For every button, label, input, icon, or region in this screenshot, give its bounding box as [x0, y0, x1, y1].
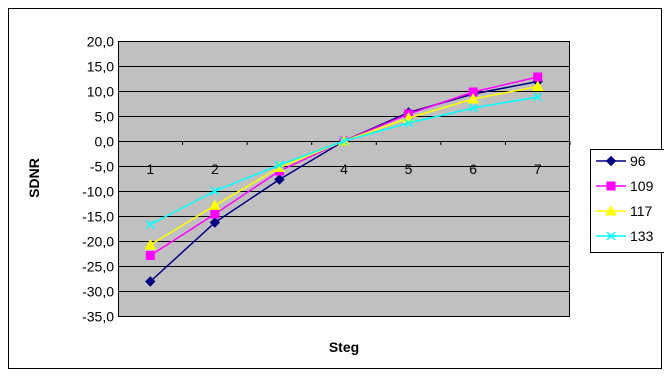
- y-tick-label: -25,0: [82, 259, 114, 275]
- plot-area: [118, 41, 570, 316]
- y-tick-label: -35,0: [82, 309, 114, 325]
- x-tick-label: 4: [340, 161, 348, 177]
- x-tick-label: 7: [534, 161, 542, 177]
- data-point: [146, 252, 154, 260]
- y-tick-label: 15,0: [87, 59, 114, 75]
- y-tick-label: -15,0: [82, 209, 114, 225]
- data-point: [211, 210, 219, 218]
- legend-marker: [607, 182, 615, 190]
- y-tick-label: -10,0: [82, 184, 114, 200]
- y-tick-label: 10,0: [87, 84, 114, 100]
- y-tick-label: -5,0: [90, 159, 114, 175]
- y-tick-label: -20,0: [82, 234, 114, 250]
- x-tick-label: 6: [469, 161, 477, 177]
- y-tick-label: -30,0: [82, 284, 114, 300]
- y-tick-label: 5,0: [95, 109, 115, 125]
- legend-label: 117: [630, 203, 653, 219]
- x-tick-label: 2: [211, 161, 219, 177]
- x-tick-label: 1: [146, 161, 154, 177]
- x-tick-label: 5: [405, 161, 413, 177]
- legend-label: 109: [630, 178, 654, 194]
- y-axis-title: SDNR: [26, 158, 42, 198]
- data-point: [534, 73, 542, 81]
- legend-label: 96: [630, 153, 646, 169]
- legend-label: 133: [630, 228, 654, 244]
- x-axis-title: Steg: [329, 339, 359, 355]
- legend: 96 109 117 133: [591, 150, 664, 253]
- y-tick-label: 20,0: [87, 34, 114, 50]
- y-tick-label: 0,0: [95, 134, 115, 150]
